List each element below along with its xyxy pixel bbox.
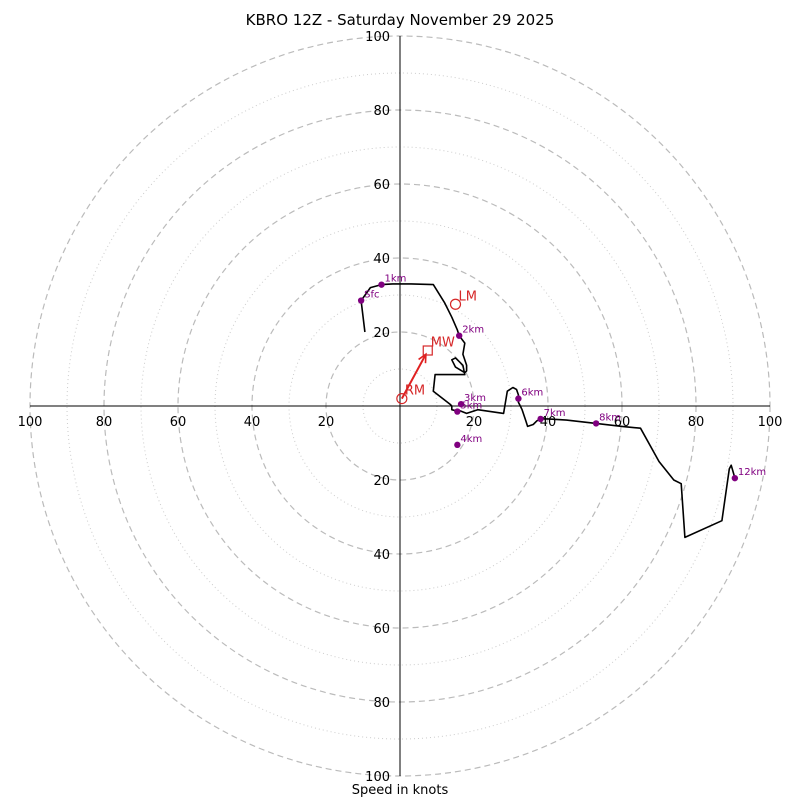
speed-units-label: Speed in knots — [351, 783, 449, 798]
x-tick-left-40: 40 — [244, 415, 261, 430]
storm-motion-vector — [400, 353, 427, 400]
y-tick-bottom-60: 60 — [373, 622, 390, 637]
storm-motion-vector-group — [400, 352, 427, 400]
height-marker-3km — [457, 400, 465, 408]
height-marker-6km — [515, 395, 522, 402]
storm-label-lm: LM — [459, 289, 477, 304]
height-marker-5km — [454, 408, 461, 415]
y-tick-bottom-100: 100 — [365, 770, 390, 785]
y-tick-top-40: 40 — [373, 252, 390, 267]
x-tick-left-80: 80 — [96, 415, 113, 430]
axes — [30, 36, 770, 776]
y-tick-bottom-40: 40 — [373, 548, 390, 563]
height-marker-12km — [731, 474, 739, 482]
height-label-7km: 7km — [544, 408, 566, 419]
x-tick-left-20: 20 — [318, 415, 335, 430]
height-label-2km: 2km — [462, 325, 484, 336]
storm-marker-mw — [422, 345, 433, 356]
height-marker-sfc — [357, 297, 365, 304]
height-marker-7km — [537, 415, 544, 423]
height-label-6km: 6km — [521, 388, 543, 399]
y-tick-bottom-20: 20 — [373, 474, 390, 489]
height-label-12km: 12km — [738, 467, 766, 478]
height-label-sfc: Sfc — [364, 290, 379, 301]
height-marker-1km — [378, 281, 385, 288]
height-marker-8km — [592, 420, 600, 427]
y-tick-top-60: 60 — [373, 178, 390, 193]
x-tick-right-20: 20 — [466, 415, 483, 430]
x-tick-right-80: 80 — [688, 415, 705, 430]
x-tick-left-100: 100 — [18, 415, 43, 430]
height-marker-2km — [456, 332, 463, 339]
height-label-3km: 3km — [464, 393, 486, 404]
y-tick-top-100: 100 — [365, 30, 390, 45]
storm-label-mw: MW — [431, 336, 455, 351]
storm-motion-arrowhead — [418, 352, 427, 364]
storm-label-rm: RM — [405, 384, 425, 399]
chart-title: KBRO 12Z - Saturday November 29 2025 — [245, 11, 555, 29]
y-tick-bottom-80: 80 — [373, 696, 390, 711]
x-tick-left-60: 60 — [170, 415, 187, 430]
height-label-1km: 1km — [385, 274, 407, 285]
storm-marker-lm — [449, 298, 462, 310]
y-tick-top-20: 20 — [373, 326, 390, 341]
storm-marker-rm — [396, 393, 408, 405]
height-label-4km: 4km — [460, 434, 482, 445]
y-tick-top-80: 80 — [373, 104, 390, 119]
x-tick-right-100: 100 — [758, 415, 783, 430]
height-label-5km: 5km — [460, 401, 482, 412]
storm-motion-markers-group: RM LM MW — [396, 289, 477, 405]
height-marker-4km — [454, 441, 461, 449]
height-label-8km: 8km — [599, 412, 621, 423]
